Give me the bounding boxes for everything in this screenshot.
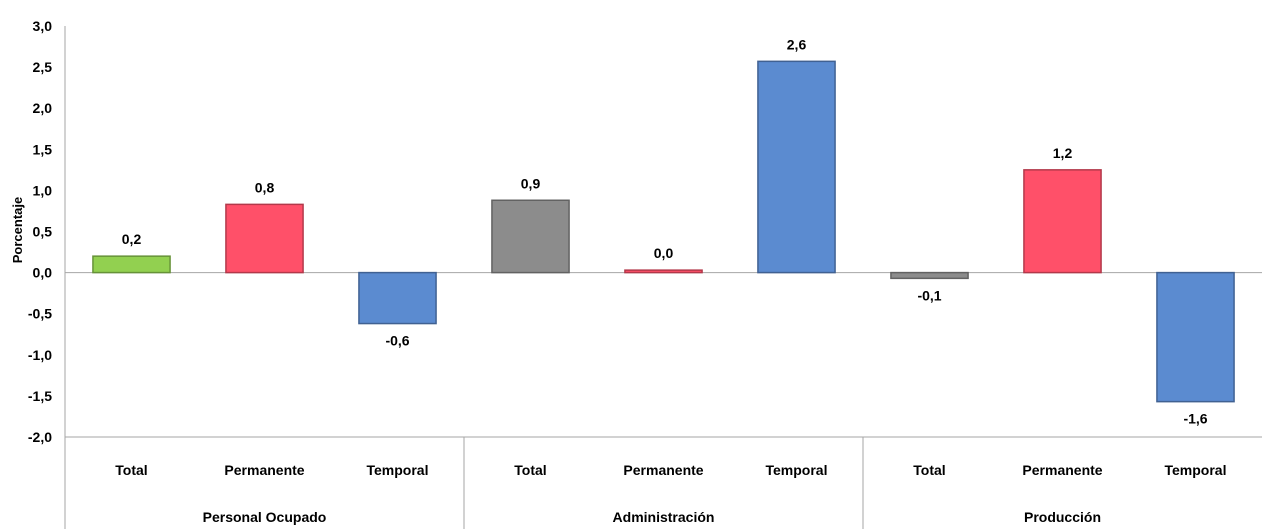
bar <box>92 255 171 274</box>
group-labels: Personal Ocupado Administración Producción <box>203 509 1101 525</box>
y-tick-label: -0,5 <box>28 306 52 322</box>
category-label: Temporal <box>367 462 429 478</box>
data-label: -1,6 <box>1183 411 1207 427</box>
bar <box>890 271 969 280</box>
bar <box>1023 169 1102 274</box>
y-tick-label: 1,5 <box>33 141 53 157</box>
data-label: -0,6 <box>385 333 409 349</box>
data-labels: 0,2 0,8 -0,6 0,9 0,0 2,6 -0,1 1,2 -1,6 <box>122 36 1208 426</box>
bar <box>225 203 304 274</box>
y-tick-label: 0,5 <box>33 224 53 240</box>
y-tick-label: 2,0 <box>33 100 53 116</box>
y-tick-label: -1,5 <box>28 388 52 404</box>
data-label: 2,6 <box>787 36 807 52</box>
category-label: Temporal <box>1165 462 1227 478</box>
bar <box>1156 271 1235 403</box>
bars <box>92 60 1235 403</box>
y-axis-ticks: 3,0 2,5 2,0 1,5 1,0 0,5 0,0 -0,5 -1,0 -1,5 -2,0 <box>28 18 52 445</box>
category-label: Total <box>514 462 546 478</box>
y-axis-title: Porcentaje <box>10 197 25 263</box>
data-label: 0,0 <box>654 245 674 261</box>
y-tick-label: 3,0 <box>33 18 53 34</box>
data-label: -0,1 <box>917 287 941 303</box>
group-label: Administración <box>613 509 715 525</box>
y-tick-label: 1,0 <box>33 182 53 198</box>
bar <box>358 271 437 325</box>
y-tick-label: -1,0 <box>28 347 52 363</box>
y-tick-label: 2,5 <box>33 59 53 75</box>
bar <box>624 269 703 274</box>
category-labels: Total Permanente Temporal Total Permanente Te… <box>115 462 1226 478</box>
data-label: 0,2 <box>122 231 142 247</box>
data-label: 0,9 <box>521 175 541 191</box>
y-tick-label: -2,0 <box>28 429 52 445</box>
category-label: Permanente <box>224 462 304 478</box>
category-label: Total <box>913 462 945 478</box>
bar <box>491 199 570 274</box>
category-label: Permanente <box>1022 462 1102 478</box>
data-label: 0,8 <box>255 179 275 195</box>
bar <box>757 60 836 274</box>
category-label: Permanente <box>623 462 703 478</box>
group-label: Personal Ocupado <box>203 509 327 525</box>
group-label: Producción <box>1024 509 1101 525</box>
data-label: 1,2 <box>1053 145 1073 161</box>
axis-lines <box>64 26 1262 529</box>
category-label: Temporal <box>766 462 828 478</box>
category-label: Total <box>115 462 147 478</box>
y-tick-label: 0,0 <box>33 265 53 281</box>
